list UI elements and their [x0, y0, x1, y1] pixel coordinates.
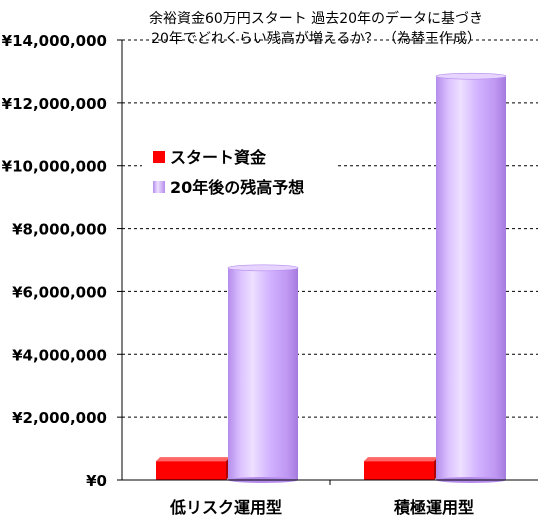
bar-projected-balance-top: [435, 72, 507, 80]
x-category-label: 積極運用型: [393, 498, 474, 517]
y-tick-label: ¥8,000,000: [12, 221, 107, 239]
legend-box: [142, 140, 335, 210]
y-tick-label: ¥2,000,000: [12, 409, 107, 427]
bar-projected-balance: [436, 76, 506, 481]
y-tick-label: ¥6,000,000: [12, 283, 107, 301]
bar-start-capital: [156, 461, 226, 480]
chart-title-line2: 20年でどれくらい残高が増えるか？ （為替王作成）: [151, 30, 481, 47]
bar-projected-balance: [228, 267, 298, 480]
bar-start-capital-top: [156, 457, 230, 462]
y-tick-label: ¥14,000,000: [2, 32, 107, 50]
chart-title-line1: 余裕資金60万円スタート 過去20年のデータに基づき: [149, 10, 483, 27]
y-tick-label: ¥10,000,000: [2, 158, 107, 176]
y-tick-label: ¥0: [86, 472, 107, 490]
legend-swatch-projected-balance: [153, 181, 165, 193]
bar-projected-balance-top: [227, 264, 299, 272]
y-tick-label: ¥4,000,000: [12, 346, 107, 364]
bar-start-capital-top: [364, 457, 438, 462]
x-category-label: 低リスク運用型: [169, 498, 282, 517]
y-tick-label: ¥12,000,000: [2, 95, 107, 113]
legend-label: スタート資金: [170, 148, 267, 167]
legend-label: 20年後の残高予想: [170, 178, 304, 197]
legend-swatch-start-capital: [153, 151, 165, 163]
bar-start-capital: [364, 461, 434, 480]
